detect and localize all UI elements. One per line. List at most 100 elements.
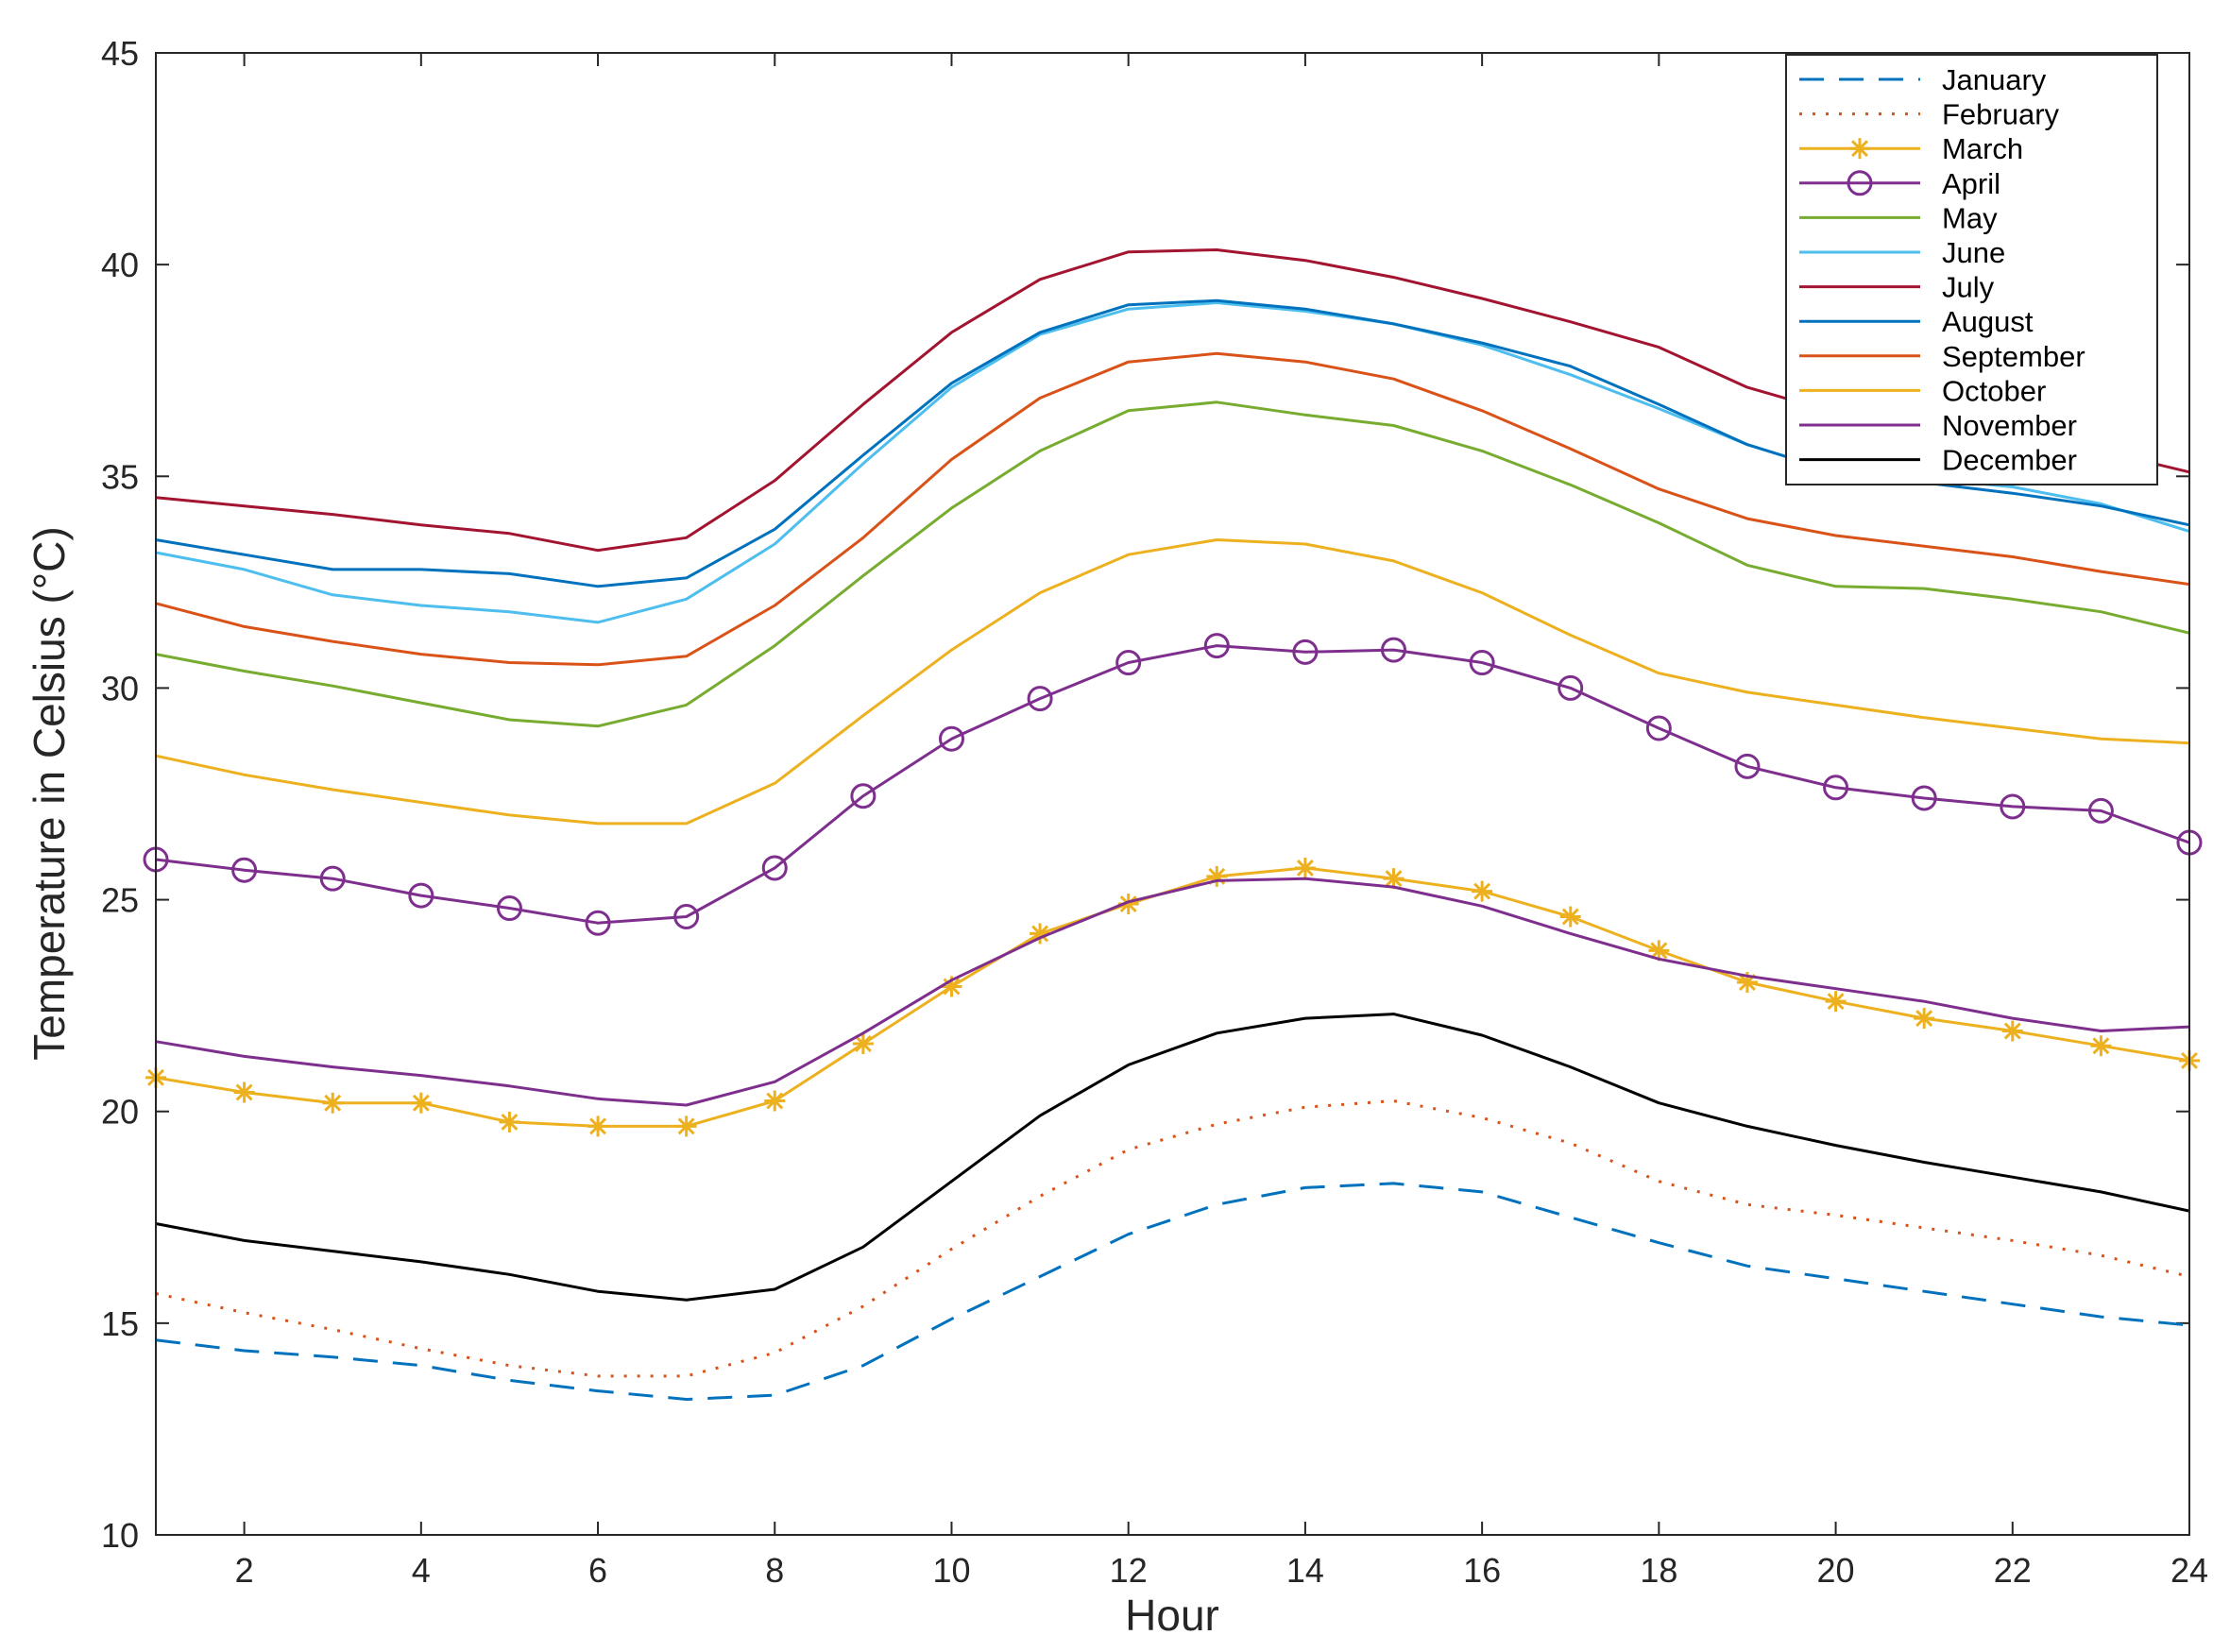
series-line-february [155,1099,2190,1378]
marker-circle [319,865,346,892]
series-line-september [155,351,2190,667]
legend: JanuaryFebruaryMarchAprilMayJuneJulyAugu… [1785,54,2158,485]
marker-asterisk [1294,857,1316,878]
legend-item-january: January [1799,63,2047,96]
marker-asterisk [2001,1020,2023,1042]
series-line-october [155,538,2190,826]
x-tick-label: 12 [1110,1551,1148,1590]
marker-circle [2000,793,2026,820]
marker-circle [1823,775,1849,801]
marker-circle [585,910,611,936]
legend-label: April [1942,167,2000,200]
legend-label: September [1942,340,2085,373]
y-tick-label: 40 [101,246,139,284]
x-tick-label: 4 [412,1551,431,1590]
series-line-november [155,877,2190,1107]
legend-item-july: July [1799,271,1995,304]
marker-circle [673,904,700,930]
legend-label: January [1942,63,2047,96]
marker-circle [408,882,434,909]
marker-circle [938,725,964,752]
marker-circle [1645,715,1672,741]
marker-circle [2087,797,2114,824]
legend-item-march: March [1799,132,2023,165]
series-november [155,877,2190,1107]
x-tick-label: 22 [1994,1551,2032,1590]
x-axis-label: Hour [1125,1591,1219,1640]
marker-circle [1203,633,1230,659]
marker-asterisk [499,1111,520,1133]
x-tick-label: 14 [1286,1551,1324,1590]
legend-box [1785,54,2158,485]
marker-circle [1381,637,1407,663]
series-line-december [155,1013,2190,1302]
y-tick-label: 45 [101,34,139,73]
marker-circle [1292,639,1319,665]
legend-item-june: June [1799,236,2005,269]
x-tick-label: 24 [2170,1551,2208,1590]
marker-circle [1115,650,1142,676]
y-tick-label: 25 [101,881,139,920]
x-tick-label: 6 [588,1551,607,1590]
marker-asterisk [410,1092,432,1114]
legend-item-october: October [1799,374,2046,407]
legend-label: August [1942,305,2034,338]
marker-asterisk [322,1092,344,1114]
marker-circle [1469,650,1495,676]
x-tick-label: 18 [1640,1551,1677,1590]
marker-asterisk [675,1116,697,1137]
marker-asterisk [1914,1008,1935,1030]
marker-circle [1734,753,1761,779]
y-tick-label: 10 [101,1516,139,1555]
legend-label: June [1942,236,2005,269]
legend-item-april: April [1799,167,2000,200]
marker-asterisk [1825,991,1847,1013]
series-april [143,633,2203,936]
marker-circle [496,895,522,922]
series-line-april [155,644,2190,925]
marker-circle [1911,785,1937,811]
marker-circle-legend [1847,170,1873,196]
marker-asterisk [764,1090,786,1112]
y-axis-label: Temperature in Celsius (°C) [25,526,74,1060]
x-tick-label: 10 [932,1551,970,1590]
legend-item-august: August [1799,305,2034,338]
marker-asterisk [1648,940,1670,962]
marker-circle [850,783,877,809]
legend-label: March [1942,132,2023,165]
legend-item-february: February [1799,98,2060,131]
legend-item-december: December [1799,444,2077,477]
marker-asterisk [233,1081,255,1103]
marker-asterisk [2090,1035,2112,1057]
series-may [155,400,2190,728]
marker-asterisk [1472,880,1493,902]
y-tick-label: 30 [101,669,139,707]
marker-circle [1558,674,1584,701]
series-february [155,1099,2190,1378]
legend-label: October [1942,374,2046,407]
marker-circle [231,857,258,883]
y-tick-label: 35 [101,457,139,496]
series-january [155,1182,2190,1401]
series-december [155,1013,2190,1302]
y-tick-label: 15 [101,1304,139,1343]
legend-label: December [1942,444,2077,477]
legend-label: November [1942,409,2077,442]
series-line-january [155,1182,2190,1401]
legend-item-may: May [1799,201,1998,234]
series-october [155,538,2190,826]
y-tick-label: 20 [101,1093,139,1132]
x-tick-label: 8 [765,1551,784,1590]
marker-asterisk [1559,906,1581,928]
legend-label: February [1942,98,2060,131]
x-tick-label: 16 [1463,1551,1501,1590]
legend-item-september: September [1799,340,2085,373]
marker-asterisk [587,1116,609,1137]
legend-label: May [1942,201,1998,234]
legend-item-november: November [1799,409,2077,442]
plot-area-border [155,52,2190,1536]
marker-asterisk [1383,868,1404,890]
marker-asterisk-legend [1849,138,1870,160]
x-tick-label: 20 [1817,1551,1855,1590]
